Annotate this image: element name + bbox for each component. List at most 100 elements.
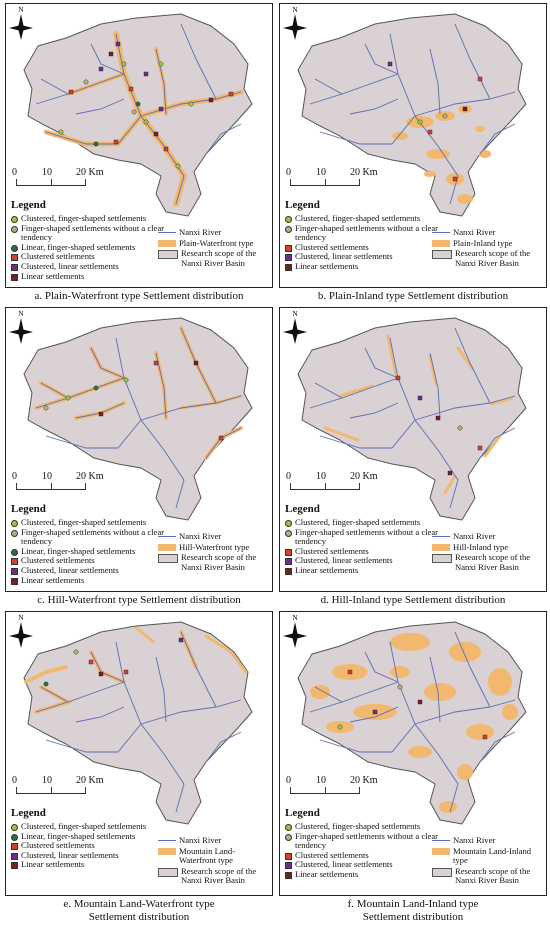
- legend-item: Clustered settlements: [295, 849, 369, 860]
- panel-caption: e. Mountain Land-Waterfront type Settlem…: [5, 898, 273, 924]
- settlement-marker: [143, 71, 149, 77]
- north-arrow-icon: N: [283, 6, 307, 40]
- settlement-marker: [128, 86, 134, 92]
- settlement-points: [43, 360, 224, 441]
- settlement-marker: [387, 61, 393, 67]
- settlement-marker: [435, 415, 441, 421]
- legend-item: Clustered, finger-shaped settlements: [21, 213, 147, 223]
- legend-river: Nanxi River: [453, 835, 496, 845]
- scale-label: 20 Km: [350, 775, 378, 786]
- legend-item: Linear settlements: [295, 260, 359, 271]
- caption-line: e. Mountain Land-Waterfront type: [63, 898, 215, 910]
- legend-item: Linear settlements: [21, 574, 85, 585]
- scale-label: 10: [316, 167, 326, 178]
- settlement-marker: [178, 637, 184, 643]
- caption-line: b. Plain-Inland type Settlement distribu…: [317, 290, 509, 302]
- legend-river: Nanxi River: [179, 227, 222, 237]
- settlement-marker: [427, 129, 433, 135]
- settlement-marker: [143, 119, 149, 125]
- legend-type: Hill-Inland type: [453, 541, 509, 552]
- settlement-marker: [417, 395, 423, 401]
- scale-label: 0: [12, 775, 17, 786]
- legend-river: Nanxi River: [453, 227, 496, 237]
- settlement-marker: [73, 649, 79, 655]
- settlement-marker: [93, 385, 99, 391]
- settlement-marker: [228, 91, 234, 97]
- settlement-points: [395, 375, 483, 476]
- settlement-marker: [175, 163, 181, 169]
- settlement-marker: [123, 377, 129, 383]
- legend-item: Clustered, finger-shaped settlements: [295, 213, 421, 223]
- svg-text:N: N: [18, 6, 23, 14]
- legend-scope: Research scope of the Nanxi River Basin: [181, 865, 257, 886]
- settlement-marker: [193, 360, 199, 366]
- legend-type: Plain-Inland type: [453, 237, 513, 248]
- legend-item: Finger-shaped settlements without a clea…: [21, 526, 165, 547]
- legend-layers: Nanxi River Plain-Waterfront type Resear…: [158, 227, 270, 269]
- settlement-marker: [43, 405, 49, 411]
- basin-outline: [23, 621, 253, 825]
- legend-item: Finger-shaped settlements without a clea…: [295, 526, 439, 547]
- caption-line: f. Mountain Land-Inland type: [347, 898, 479, 910]
- settlement-marker: [447, 470, 453, 476]
- legend-item: Clustered settlements: [295, 545, 369, 556]
- legend-item: Linear settlements: [295, 564, 359, 575]
- legend-item: Clustered, linear settlements: [295, 859, 393, 870]
- settlement-marker: [397, 684, 403, 690]
- legend-scope: Research scope of the Nanxi River Basin: [181, 248, 257, 268]
- scale-label: 0: [12, 167, 17, 178]
- settlement-marker: [93, 141, 99, 147]
- legend-item: Clustered, linear settlements: [21, 564, 119, 575]
- caption-line: d. Hill-Inland type Settlement distribut…: [320, 594, 506, 606]
- map-frame: N 0 10 20 Km Legend Clustered, finger-shap…: [279, 611, 547, 896]
- basin-outline: [297, 13, 527, 217]
- settlement-marker: [372, 709, 378, 715]
- scale-label: 20 Km: [350, 167, 378, 178]
- legend-title: Legend: [285, 503, 320, 515]
- legend-settlements: Clustered, finger-shaped settlements Fin…: [11, 517, 181, 585]
- legend-layers: Nanxi River Hill-Waterfront type Researc…: [158, 531, 270, 573]
- legend-layers: Nanxi River Plain-Inland type Research s…: [432, 227, 544, 269]
- settlement-marker: [208, 97, 214, 103]
- legend-item: Clustered, finger-shaped settlements: [295, 517, 421, 527]
- river-network: [309, 327, 516, 509]
- legend-type: Mountain Land-Inland type: [453, 845, 532, 866]
- settlement-marker: [113, 139, 119, 145]
- legend-item: Clustered, linear settlements: [21, 849, 119, 860]
- legend-scope: Research scope of the Nanxi River Basin: [455, 552, 531, 572]
- panel-caption: b. Plain-Inland type Settlement distribu…: [279, 290, 547, 303]
- scale-label: 10: [42, 471, 52, 482]
- legend-type: Plain-Waterfront type: [179, 237, 254, 248]
- map-canvas: [297, 621, 527, 825]
- settlement-marker: [43, 681, 49, 687]
- settlement-marker: [115, 41, 121, 47]
- settlement-marker: [65, 395, 71, 401]
- legend-layers: Nanxi River Mountain Land-Inland type Re…: [432, 835, 544, 887]
- settlement-marker: [98, 66, 104, 72]
- settlement-marker: [158, 61, 164, 67]
- scale-label: 10: [316, 775, 326, 786]
- legend-scope: Research scope of the Nanxi River Basin: [455, 865, 531, 886]
- river-network: [35, 327, 242, 509]
- map-canvas: [297, 317, 527, 521]
- svg-text:N: N: [292, 614, 297, 622]
- map-canvas: [23, 317, 253, 521]
- settlement-marker: [163, 146, 169, 152]
- legend-item: Clustered, finger-shaped settlements: [21, 517, 147, 527]
- scale-label: 20 Km: [76, 775, 104, 786]
- north-arrow-icon: N: [9, 310, 33, 344]
- legend-item: Clustered, finger-shaped settlements: [21, 821, 147, 831]
- legend-settlements: Clustered, finger-shaped settlements Lin…: [11, 821, 181, 870]
- caption-line: Settlement distribution: [88, 911, 190, 923]
- north-arrow-icon: N: [9, 6, 33, 40]
- settlement-marker: [88, 659, 94, 665]
- legend-settlements: Clustered, finger-shaped settlements Fin…: [285, 213, 455, 272]
- legend-item: Clustered, linear settlements: [295, 251, 393, 262]
- settlement-points: [43, 637, 184, 687]
- legend-item: Linear settlements: [21, 859, 85, 870]
- map-canvas: [23, 13, 253, 217]
- map-frame: N 0 10 20 Km Legend Clustered, finger-shap…: [279, 3, 547, 288]
- panel-caption: c. Hill-Waterfront type Settlement distr…: [5, 594, 273, 607]
- settlement-marker: [477, 445, 483, 451]
- scale-label: 0: [286, 167, 291, 178]
